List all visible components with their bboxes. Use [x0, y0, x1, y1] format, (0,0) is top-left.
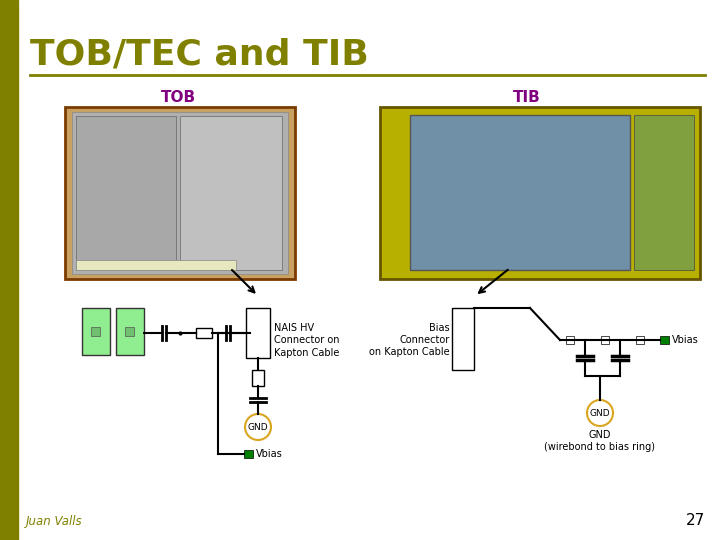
Bar [636, 336, 644, 344]
Text: Juan Valls: Juan Valls [26, 515, 83, 528]
Circle shape [245, 414, 271, 440]
Bar [65, 107, 295, 279]
Bar [452, 308, 474, 370]
Bar [410, 115, 630, 270]
Bar [634, 115, 694, 270]
Bar [601, 336, 609, 344]
Text: GND
(wirebond to bias ring): GND (wirebond to bias ring) [544, 430, 655, 451]
Text: Vbias: Vbias [256, 449, 283, 459]
Bar [196, 328, 212, 338]
Bar [72, 112, 288, 274]
Bar [116, 308, 144, 355]
Bar [246, 308, 270, 358]
Bar [566, 336, 574, 344]
Text: GND: GND [248, 422, 269, 431]
Bar [244, 450, 253, 458]
Text: Vbias: Vbias [672, 335, 698, 345]
Text: TOB/TEC and TIB: TOB/TEC and TIB [30, 38, 369, 72]
Bar [0, 0, 18, 540]
Bar [76, 260, 236, 270]
Bar [252, 370, 264, 386]
Bar [660, 336, 669, 344]
Bar [180, 116, 282, 270]
Text: GND: GND [590, 408, 611, 417]
Text: 27: 27 [685, 513, 705, 528]
Bar [380, 107, 700, 279]
Text: TOB: TOB [161, 91, 196, 105]
Circle shape [587, 400, 613, 426]
Bar [82, 308, 110, 355]
Text: TIB: TIB [513, 91, 541, 105]
Bar [76, 116, 176, 270]
Text: Bias
Connector
on Kapton Cable: Bias Connector on Kapton Cable [369, 322, 450, 357]
Text: NAIS HV
Connector on
Kapton Cable: NAIS HV Connector on Kapton Cable [274, 323, 340, 358]
Bar [125, 327, 134, 336]
Bar [91, 327, 100, 336]
